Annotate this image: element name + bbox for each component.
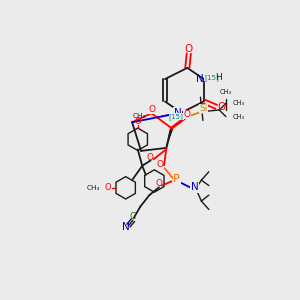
Text: O: O <box>134 117 141 126</box>
Text: O: O <box>183 110 190 119</box>
Text: O: O <box>105 183 111 192</box>
Text: O: O <box>155 179 163 188</box>
Text: P: P <box>173 174 180 184</box>
Text: CH₃: CH₃ <box>87 185 100 191</box>
Text: O: O <box>149 105 156 114</box>
Text: CH₃: CH₃ <box>232 114 244 120</box>
Text: O: O <box>156 160 164 169</box>
Text: N: N <box>174 108 182 118</box>
Text: N: N <box>122 222 130 232</box>
Text: C: C <box>130 212 136 221</box>
Text: H: H <box>215 74 222 82</box>
Text: O: O <box>185 44 193 54</box>
Text: O: O <box>146 153 154 162</box>
Text: CH₃: CH₃ <box>132 113 146 119</box>
Polygon shape <box>165 129 173 150</box>
Polygon shape <box>132 112 183 122</box>
Text: CH₃: CH₃ <box>220 89 232 95</box>
Text: [15]: [15] <box>169 113 184 120</box>
Text: N: N <box>191 182 199 192</box>
Text: CH₃: CH₃ <box>232 100 244 106</box>
Text: Si: Si <box>199 104 208 113</box>
Text: O: O <box>217 102 225 112</box>
Text: [15]: [15] <box>204 74 219 81</box>
Text: N: N <box>196 74 203 84</box>
